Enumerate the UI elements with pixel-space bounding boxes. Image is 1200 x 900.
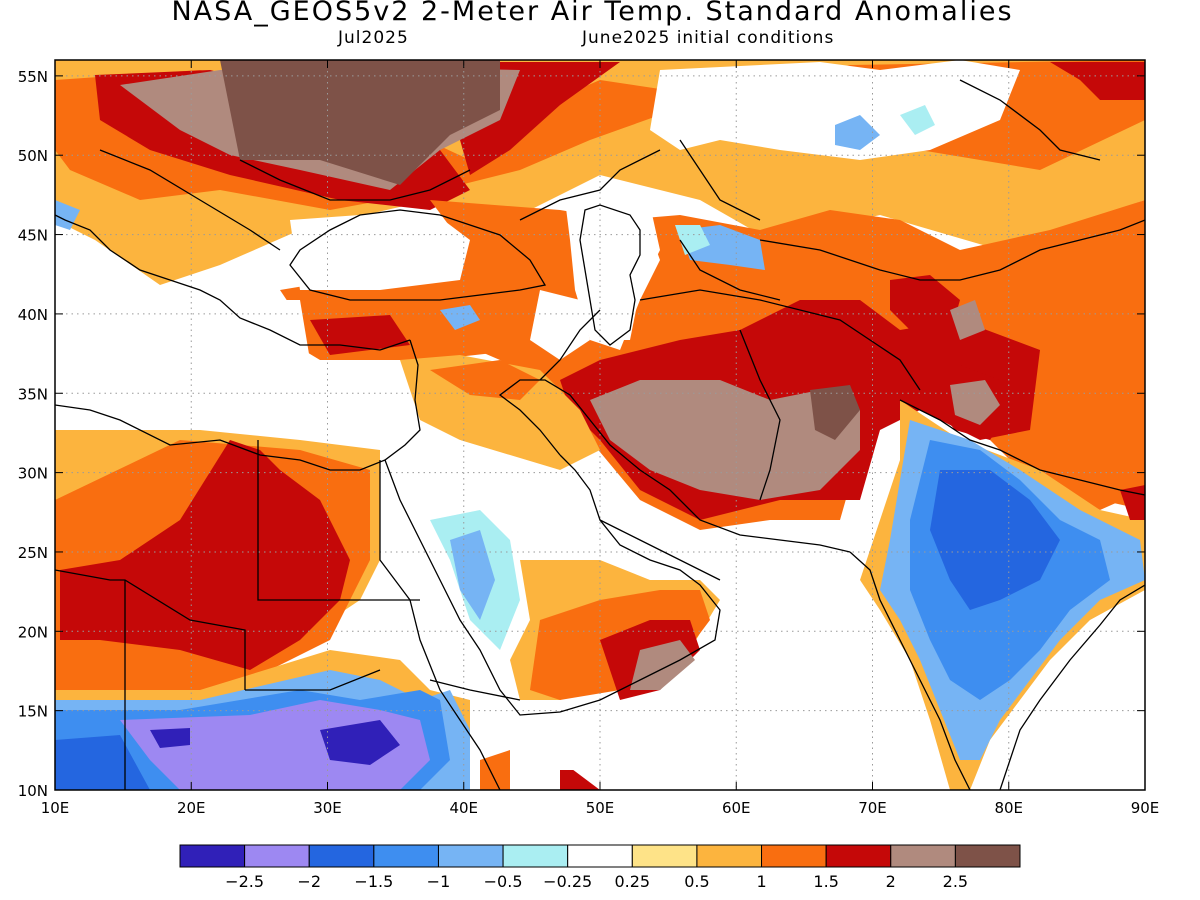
lat-tick-label: 50N (18, 147, 48, 165)
lat-tick-label: 55N (18, 68, 48, 86)
coastlines (55, 79, 1145, 790)
map-axes: 10E 20E 30E 40E 50E 60E 70E 80E 90E 10N 15N 20N 25N 3… (18, 60, 1160, 817)
colorbar-label: 1 (756, 872, 766, 891)
lon-tick-label: 90E (1131, 799, 1160, 817)
lat-tick-label: 25N (18, 544, 48, 562)
initial-conditions: June2025 initial conditions (582, 28, 835, 48)
colorbar-swatch (308, 844, 375, 868)
colorbar-label: −0.25 (543, 872, 592, 891)
colorbar-swatch (890, 844, 956, 868)
colorbar-swatch (244, 844, 310, 868)
colorbar-label: 0.25 (614, 872, 650, 891)
lon-tick-label: 20E (177, 799, 206, 817)
lat-tick-label: 15N (18, 703, 48, 721)
colorbar-label: −0.5 (484, 872, 523, 891)
colorbar-label: 0.5 (684, 872, 709, 891)
colorbar-swatch (825, 844, 892, 868)
colorbar-label: 2.5 (943, 872, 968, 891)
lon-tick-label: 30E (313, 799, 342, 817)
colorbar-swatch (373, 844, 439, 868)
lat-tick-label: 10N (18, 782, 48, 800)
valid-month: Jul2025 (338, 28, 409, 48)
lon-tick-label: 80E (994, 799, 1023, 817)
map-title: NASA_GEOS5v2 2-Meter Air Temp. Standard … (171, 0, 1014, 27)
colorbar-swatch (502, 844, 569, 868)
lat-tick-label: 35N (18, 385, 48, 403)
colorbar-swatch (631, 844, 698, 868)
lon-tick-label: 50E (586, 799, 615, 817)
colorbar-swatch (567, 844, 633, 868)
lon-tick-label: 10E (41, 799, 70, 817)
lon-tick-label: 70E (858, 799, 887, 817)
colorbar-swatch (761, 844, 827, 868)
anomaly-field (55, 60, 1145, 790)
colorbar-label: −1 (427, 872, 451, 891)
colorbar-swatch (954, 844, 1021, 868)
lat-tick-label: 30N (18, 465, 48, 483)
colorbar-swatch (437, 844, 504, 868)
lat-tick-label: 20N (18, 623, 48, 641)
lat-tick-label: 45N (18, 227, 48, 245)
lon-tick-label: 40E (449, 799, 478, 817)
lat-tick-label: 40N (18, 306, 48, 324)
colorbar-label: 2 (886, 872, 896, 891)
colorbar-label: 1.5 (813, 872, 838, 891)
lon-tick-label: 60E (722, 799, 751, 817)
colorbar-label: −2.5 (225, 872, 264, 891)
colorbar-swatch (696, 844, 763, 868)
colorbar-label: −1.5 (354, 872, 393, 891)
colorbar: −2.5 −2 −1.5 −1 −0.5 −0.25 0.25 0.5 1 1.5 2 2.5 (179, 844, 1021, 891)
map-gridlines (55, 60, 1145, 790)
colorbar-label: −2 (297, 872, 321, 891)
colorbar-swatch (179, 844, 246, 868)
